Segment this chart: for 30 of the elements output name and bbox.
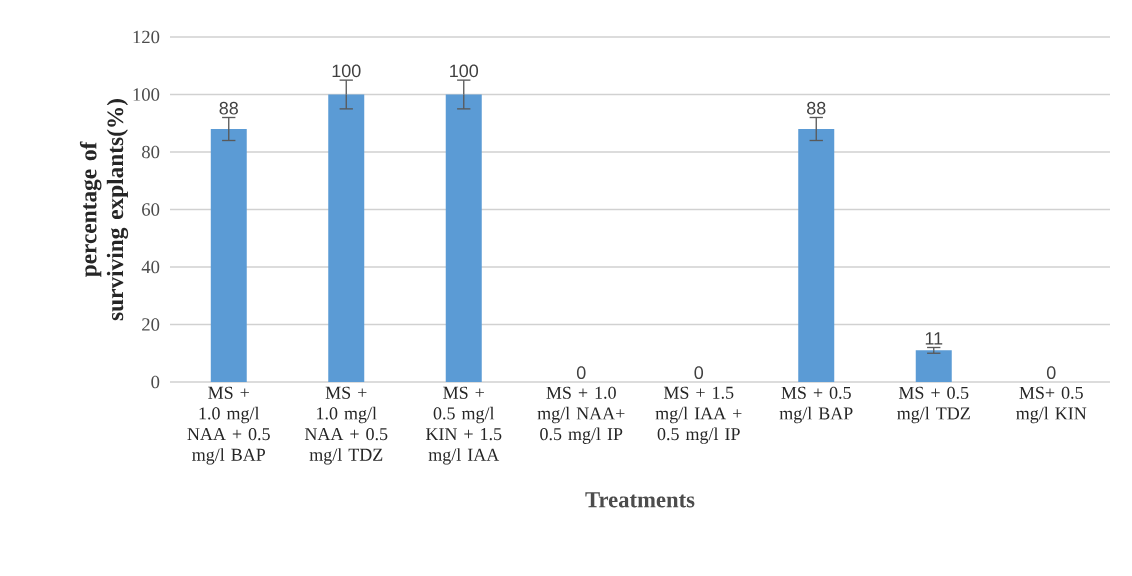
y-tick-label: 80 bbox=[142, 145, 160, 159]
data-label: 0 bbox=[576, 366, 586, 380]
bar bbox=[445, 94, 482, 382]
data-label: 100 bbox=[332, 64, 361, 78]
y-tick-label: 40 bbox=[141, 260, 160, 274]
y-tick-label: 120 bbox=[133, 30, 160, 44]
x-axis-title: Treatments bbox=[585, 492, 695, 508]
x-tick-label: MS + 1.0 mg/l NAA + 0.5 mg/l BAP bbox=[187, 386, 270, 465]
y-tick-label: 0 bbox=[151, 375, 160, 389]
data-label: 88 bbox=[219, 101, 238, 115]
bar bbox=[328, 94, 365, 382]
x-tick-label: MS + 0.5 mg/l BAP bbox=[779, 386, 853, 424]
bar bbox=[798, 129, 835, 382]
y-tick-label: 60 bbox=[142, 203, 160, 216]
y-tick-label: 100 bbox=[133, 88, 160, 101]
x-tick-label: MS + 1.0 mg/l NAA+ 0.5 mg/l IP bbox=[537, 386, 625, 444]
x-tick-label: MS + 1.0 mg/l NAA + 0.5 mg/l TDZ bbox=[304, 386, 388, 465]
data-label: 11 bbox=[925, 332, 943, 345]
y-tick-label: 20 bbox=[142, 318, 160, 331]
x-tick-label: MS + 0.5 mg/l KIN + 1.5 mg/l IAA bbox=[425, 386, 502, 465]
data-label: 0 bbox=[1046, 366, 1056, 380]
x-tick-label: MS + 1.5 mg/l IAA + 0.5 mg/l IP bbox=[655, 386, 742, 444]
bar bbox=[210, 129, 247, 382]
y-axis-title: percentage of surviving explants(%) bbox=[79, 99, 129, 321]
x-tick-label: MS + 0.5 mg/l TDZ bbox=[897, 386, 970, 424]
x-tick-label: MS+ 0.5 mg/l KIN bbox=[1016, 386, 1087, 424]
data-label: 0 bbox=[694, 366, 704, 380]
data-label: 88 bbox=[807, 101, 826, 115]
bar bbox=[915, 350, 952, 382]
data-label: 100 bbox=[450, 64, 479, 78]
